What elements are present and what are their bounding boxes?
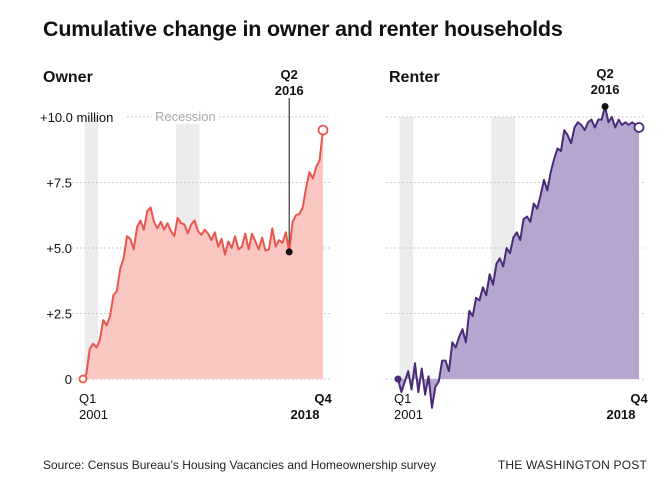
renter-annotation-point xyxy=(601,103,609,111)
owner-area-fill xyxy=(83,130,323,379)
y-tick-label: +5.0 xyxy=(46,241,72,256)
renter-x-end-year: 2018 xyxy=(607,407,636,422)
renter-area-fill xyxy=(398,106,639,408)
renter-end-marker xyxy=(633,122,645,133)
owner-x-start-quarter: Q1 xyxy=(79,391,96,406)
renter-x-start-quarter: Q1 xyxy=(394,391,411,406)
owner-annotation-point xyxy=(285,248,293,256)
owner-x-start-year: 2001 xyxy=(79,407,108,422)
owner-x-end-year: 2018 xyxy=(291,407,320,422)
chart-title: Cumulative change in owner and renter ho… xyxy=(43,17,563,41)
y-tick-label: +7.5 xyxy=(46,176,72,191)
owner-panel-title: Owner xyxy=(43,69,93,86)
owner-annotation-year: 2016 xyxy=(275,83,304,98)
renter-series-line xyxy=(397,105,640,409)
owner-series-line xyxy=(82,129,324,380)
renter-x-end-quarter: Q4 xyxy=(630,391,648,406)
recession-label-background xyxy=(152,109,219,124)
renter-start-marker xyxy=(394,375,402,383)
source-note: Source: Census Bureau’s Housing Vacancie… xyxy=(43,458,437,472)
recession-label: Recession xyxy=(155,109,216,124)
owner-annotation-quarter: Q2 xyxy=(281,67,298,82)
renter-annotation-year: 2016 xyxy=(591,82,620,97)
owner-start-marker xyxy=(78,374,88,384)
y-tick-label: +10.0 million xyxy=(40,110,113,125)
publisher-credit: THE WASHINGTON POST xyxy=(497,458,647,472)
renter-annotation-quarter: Q2 xyxy=(596,66,613,81)
owner-x-end-quarter: Q4 xyxy=(314,391,332,406)
y-tick-label: 0 xyxy=(65,372,72,387)
owner-end-marker xyxy=(317,124,329,136)
y-tick-label: +2.5 xyxy=(46,307,72,322)
renter-panel-title: Renter xyxy=(389,69,440,86)
renter-x-start-year: 2001 xyxy=(394,407,423,422)
